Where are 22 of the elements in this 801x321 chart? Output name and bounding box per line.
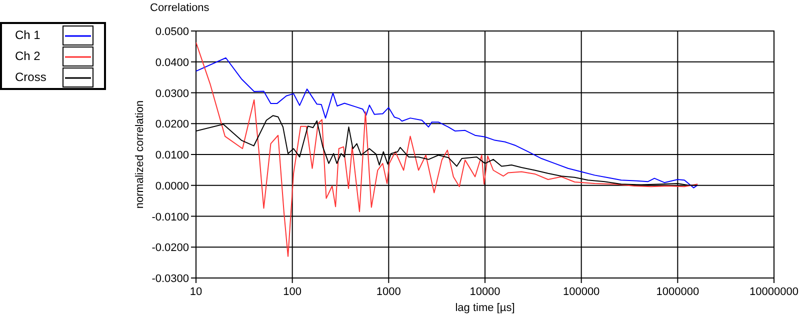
y-tick-label: -0.0100 <box>152 211 189 224</box>
chart-title: Correlations <box>150 2 210 14</box>
y-tick-label: 0.0500 <box>155 26 189 38</box>
y-tick-label: 0.0400 <box>155 56 189 69</box>
legend-label: Ch 2 <box>15 49 41 63</box>
y-tick-label: 0.0100 <box>155 150 189 162</box>
y-tick-label: -0.0300 <box>152 273 189 285</box>
x-axis-title: lag time [µs] <box>455 302 515 314</box>
y-tick-label: 0.0000 <box>155 180 189 192</box>
y-tick-label: -0.0200 <box>152 242 189 254</box>
x-tick-label: 1000000 <box>656 286 700 298</box>
y-axis-title: normalized correlation <box>134 100 146 209</box>
x-tick-label: 10 <box>190 286 202 298</box>
legend-label: Ch 1 <box>15 28 41 42</box>
y-tick-label: 0.0200 <box>155 118 189 131</box>
x-tick-label: 1000 <box>376 286 401 298</box>
x-tick-label: 100 <box>283 286 302 298</box>
x-tick-label: 10000000 <box>750 286 798 298</box>
x-tick-label: 100000 <box>562 286 600 298</box>
legend-label: Cross <box>15 70 46 84</box>
y-tick-label: 0.0300 <box>155 88 189 100</box>
x-tick-label: 10000 <box>470 286 500 298</box>
